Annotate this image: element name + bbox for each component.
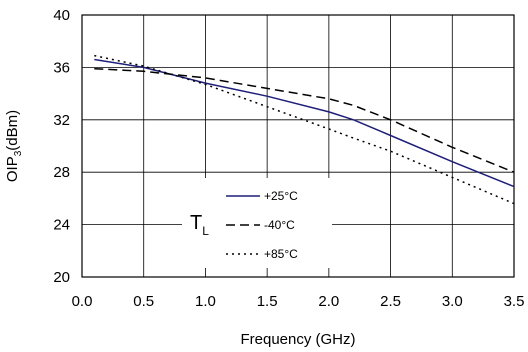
legend-label-2: +85°C	[264, 247, 298, 261]
y-tick-label: 20	[53, 269, 70, 286]
x-tick-label: 2.5	[380, 293, 401, 310]
x-axis-title: Frequency (GHz)	[240, 331, 355, 348]
legend-label-1: -40°C	[264, 218, 295, 232]
y-tick-label: 36	[53, 59, 70, 76]
series-line-0	[94, 60, 514, 187]
y-tick-label: 32	[53, 112, 70, 129]
y-tick-labels: 20 24 28 32 36 40	[53, 7, 70, 286]
legend-title-main: T	[190, 212, 202, 234]
legend-title-subscript: L	[202, 224, 209, 238]
x-tick-label: 2.0	[318, 293, 339, 310]
x-tick-label: 1.0	[195, 293, 216, 310]
x-tick-label: 1.5	[257, 293, 278, 310]
y-tick-label: 24	[53, 217, 70, 234]
series-line-1	[94, 69, 514, 173]
y-tick-label: 40	[53, 7, 70, 24]
y-axis-title: OIP3(dBm)	[4, 110, 24, 182]
y-tick-label: 28	[53, 164, 70, 181]
y-axis-title-main: OIP	[4, 156, 21, 182]
x-tick-label: 3.0	[442, 293, 463, 310]
x-tick-label: 0.0	[72, 293, 93, 310]
x-tick-label: 0.5	[133, 293, 154, 310]
legend: +25°C -40°C +85°C TL	[182, 178, 332, 268]
x-tick-labels: 0.0 0.5 1.0 1.5 2.0 2.5 3.0 3.5	[72, 293, 525, 310]
y-axis-title-unit: (dBm)	[4, 110, 21, 151]
x-tick-label: 3.5	[504, 293, 525, 310]
legend-label-0: +25°C	[264, 189, 298, 203]
